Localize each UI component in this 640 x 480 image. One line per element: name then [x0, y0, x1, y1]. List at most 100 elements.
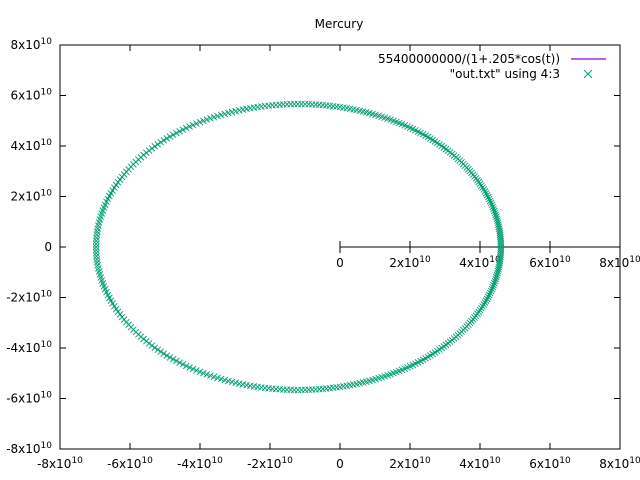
data-point-marker — [193, 367, 200, 374]
data-point-marker — [497, 245, 505, 253]
x-tick-label: 2x1010 — [389, 456, 431, 471]
x-tick-label: 6x1010 — [529, 456, 571, 471]
data-point-marker — [116, 176, 124, 183]
data-point-marker — [482, 297, 490, 305]
data-point-marker — [491, 277, 499, 285]
data-point-marker — [479, 184, 486, 191]
data-point-marker — [210, 373, 218, 381]
y-tick-label: 0 — [44, 240, 52, 254]
data-point-marker — [480, 301, 488, 308]
y-tick-label: -6x1010 — [6, 391, 52, 406]
data-point-marker — [487, 199, 495, 207]
data-point-marker — [480, 186, 488, 193]
data-point-marker — [217, 111, 225, 119]
data-point-marker — [493, 213, 500, 221]
data-point-marker — [485, 291, 493, 299]
data-point-marker — [483, 191, 491, 199]
data-point-marker — [92, 243, 100, 251]
data-point-marker — [169, 131, 177, 139]
x-tick-label: 8x1010 — [599, 456, 640, 471]
y-tick-label: 2x1010 — [11, 189, 53, 204]
data-point-marker — [494, 217, 501, 225]
data-point-marker — [176, 359, 183, 367]
y-tick-label: -8x1010 — [6, 441, 52, 456]
x-tick-label: -4x1010 — [177, 456, 223, 471]
data-point-marker — [173, 129, 180, 137]
data-point-marker — [495, 265, 502, 273]
data-point-marker — [92, 249, 100, 257]
x-tick-label: 4x1010 — [459, 456, 501, 471]
y-tick-label: -4x1010 — [6, 340, 52, 355]
data-point-marker — [488, 285, 496, 293]
data-point-marker — [196, 368, 204, 376]
data-point-marker — [210, 113, 218, 121]
data-point-marker — [203, 371, 211, 378]
data-point-marker — [160, 350, 168, 357]
chart-title: Mercury — [315, 17, 364, 31]
data-point-marker — [489, 203, 497, 211]
data-point-marker — [496, 227, 503, 235]
data-point-marker — [485, 195, 493, 203]
inner-axis: 0 2x1010 4x1010 6x1010 8x1010 — [336, 241, 640, 270]
inner-tick-label: 4x1010 — [459, 255, 501, 270]
legend: 55400000000/(1+.205*cos(t)) "out.txt" us… — [378, 52, 606, 81]
x-tick-label: -6x1010 — [107, 456, 153, 471]
data-point-marker — [179, 126, 187, 133]
data-point-marker — [196, 118, 204, 126]
legend-marker-swatch — [583, 69, 593, 79]
data-point-marker — [494, 219, 502, 227]
data-point-marker — [482, 189, 490, 197]
data-point-marker — [166, 133, 174, 140]
legend-label-line: 55400000000/(1+.205*cos(t)) — [378, 52, 560, 66]
data-point-marker — [114, 308, 122, 316]
data-point-marker — [495, 223, 503, 231]
data-point-marker — [497, 247, 505, 255]
data-point-marker — [495, 221, 502, 229]
data-point-marker — [487, 287, 495, 295]
data-point-marker — [157, 348, 165, 356]
data-point-marker — [491, 207, 498, 215]
data-point-marker — [163, 352, 171, 359]
data-point-marker — [495, 225, 503, 233]
orbit-markers — [92, 100, 505, 394]
data-point-marker — [490, 281, 497, 289]
data-point-marker — [491, 209, 499, 217]
data-point-marker — [154, 140, 162, 148]
data-point-marker — [148, 145, 156, 152]
data-point-marker — [166, 354, 174, 361]
data-point-marker — [479, 303, 486, 310]
data-point-marker — [493, 215, 501, 223]
data-point-marker — [182, 124, 190, 132]
data-point-marker — [481, 299, 489, 306]
data-point-marker — [92, 237, 100, 245]
data-point-marker — [495, 263, 503, 271]
data-point-marker — [492, 275, 500, 283]
data-point-marker — [494, 269, 501, 277]
data-point-marker — [486, 197, 494, 205]
data-point-marker — [179, 361, 187, 368]
inner-tick-label: 8x1010 — [599, 255, 640, 270]
data-point-marker — [486, 289, 494, 297]
data-point-marker — [151, 344, 159, 351]
y-tick-label: 8x1010 — [11, 37, 53, 52]
data-point-marker — [200, 117, 207, 125]
data-point-marker — [189, 121, 197, 129]
data-point-marker — [481, 188, 489, 195]
inner-tick-label: 6x1010 — [529, 255, 571, 270]
axis-ticks: -8x1010 -6x1010 -4x1010 -2x1010 0 2x1010 4x101… — [6, 37, 640, 471]
data-point-marker — [494, 267, 502, 275]
data-point-marker — [157, 138, 165, 146]
data-point-marker — [154, 346, 162, 354]
data-point-marker — [148, 342, 156, 349]
data-point-marker — [163, 135, 171, 142]
data-point-marker — [93, 234, 100, 242]
inner-tick-label: 0 — [336, 256, 344, 270]
x-tick-label: -8x1010 — [37, 456, 83, 471]
data-point-marker — [200, 369, 207, 377]
data-point-marker — [186, 123, 193, 130]
y-tick-label: 4x1010 — [11, 138, 53, 153]
data-point-marker — [484, 193, 492, 201]
data-point-marker — [145, 340, 153, 347]
data-point-marker — [207, 372, 214, 379]
data-point-marker — [489, 283, 497, 291]
